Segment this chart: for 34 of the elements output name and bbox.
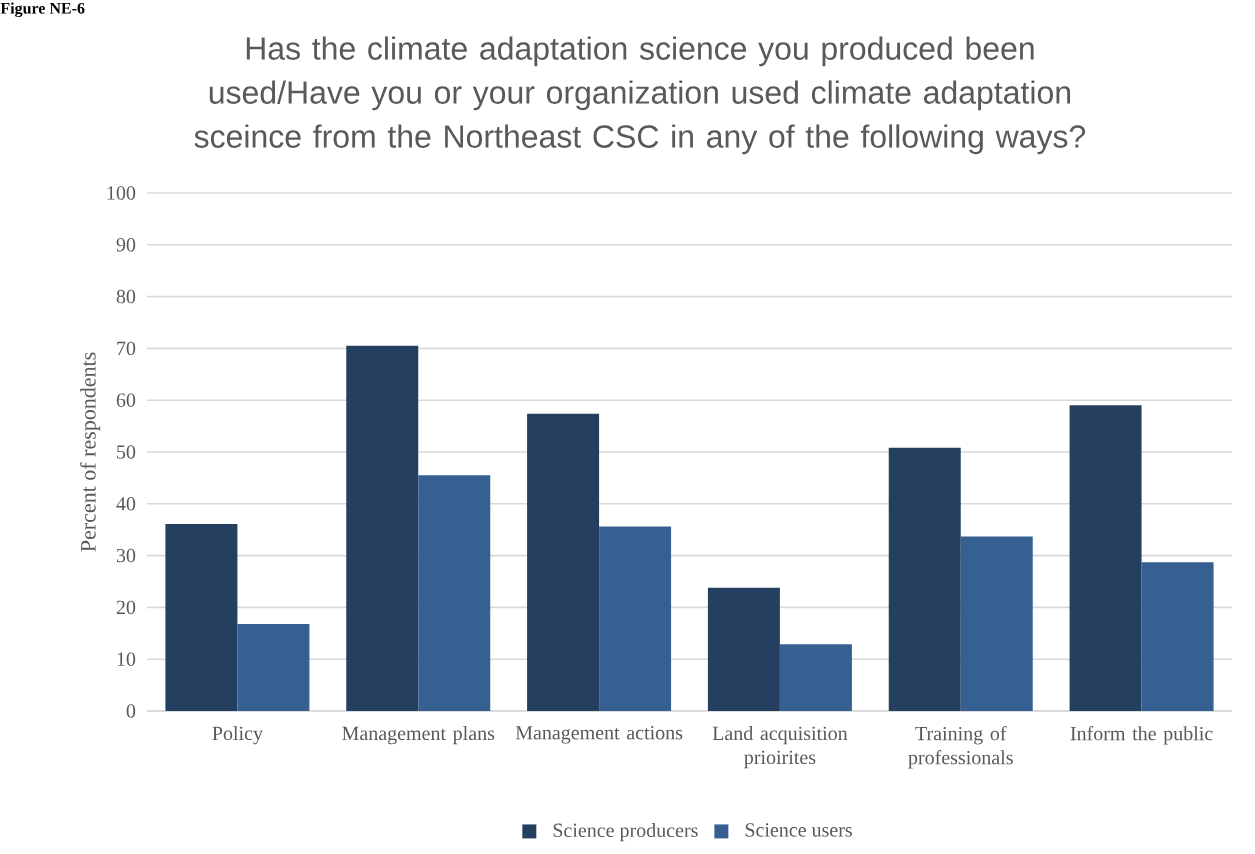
x-tick-label: Management actions <box>515 726 683 744</box>
bar <box>1141 562 1214 711</box>
legend-label: Science users <box>745 823 852 837</box>
y-tick-label: 70 <box>117 341 136 356</box>
legend-label: Science producers <box>553 822 698 842</box>
x-tick-label: Policy <box>212 726 263 745</box>
bar <box>1069 405 1142 711</box>
bar <box>237 623 310 711</box>
x-tick-label: Inform the public <box>1070 726 1213 745</box>
y-tick-label: 10 <box>117 652 136 666</box>
text: Figure NE-6 <box>0 2 85 18</box>
y-tick-label: 60 <box>116 393 136 407</box>
bar <box>888 447 961 711</box>
y-axis-title: Percent of respondents <box>80 352 101 552</box>
y-tick-label: 90 <box>116 238 136 252</box>
y-tick-label: 40 <box>116 497 136 511</box>
x-tick-label: Management plans <box>342 726 495 745</box>
bar <box>527 413 600 711</box>
y-tick-label: 20 <box>116 600 136 615</box>
y-tick-label: 80 <box>116 289 136 304</box>
bar <box>418 475 491 711</box>
bar <box>165 523 238 711</box>
x-tick-label: Training of professionals <box>908 726 1013 769</box>
bar <box>707 587 780 711</box>
chart-title: Has the climate adaptation science you produced been used/Have you or your organization used climate adaptation sceince from the Northeast CSC in any of the following ways? <box>194 36 1086 155</box>
bar <box>779 644 852 711</box>
bar <box>599 526 672 711</box>
y-tick-label: 30 <box>116 548 136 563</box>
bar <box>960 536 1033 711</box>
bar <box>346 345 419 711</box>
y-tick-label: 50 <box>117 445 136 459</box>
y-tick-label: 0 <box>126 704 136 718</box>
x-tick-label: Land acquisition prioirites <box>712 726 848 769</box>
y-tick-label: 100 <box>107 186 136 200</box>
